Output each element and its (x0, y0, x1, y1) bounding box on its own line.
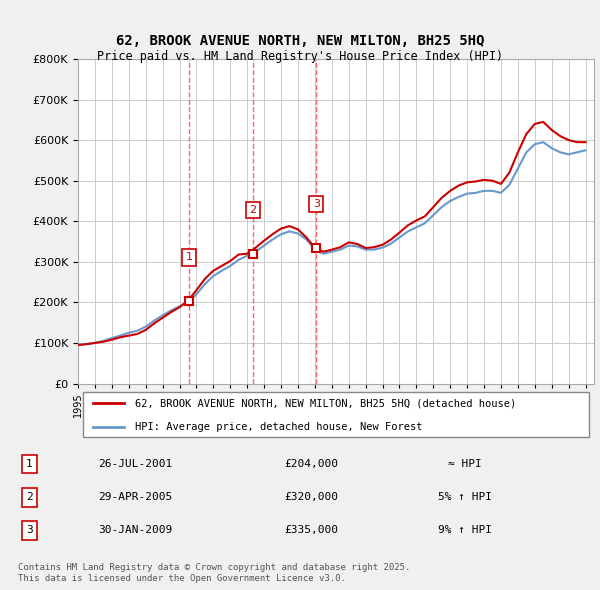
Text: 1: 1 (185, 252, 193, 262)
Text: £335,000: £335,000 (285, 525, 339, 535)
Text: 5% ↑ HPI: 5% ↑ HPI (437, 492, 491, 502)
Text: £320,000: £320,000 (285, 492, 339, 502)
Text: ≈ HPI: ≈ HPI (448, 459, 482, 469)
Text: Contains HM Land Registry data © Crown copyright and database right 2025.
This d: Contains HM Land Registry data © Crown c… (18, 563, 410, 582)
Text: Price paid vs. HM Land Registry's House Price Index (HPI): Price paid vs. HM Land Registry's House … (97, 50, 503, 63)
Text: 9% ↑ HPI: 9% ↑ HPI (437, 525, 491, 535)
Text: 3: 3 (26, 525, 33, 535)
Text: 1: 1 (26, 459, 33, 469)
Text: 62, BROOK AVENUE NORTH, NEW MILTON, BH25 5HQ: 62, BROOK AVENUE NORTH, NEW MILTON, BH25… (116, 34, 484, 48)
Text: HPI: Average price, detached house, New Forest: HPI: Average price, detached house, New … (135, 422, 422, 432)
Text: 29-APR-2005: 29-APR-2005 (98, 492, 172, 502)
Text: 2: 2 (26, 492, 33, 502)
Text: 26-JUL-2001: 26-JUL-2001 (98, 459, 172, 469)
FancyBboxPatch shape (83, 392, 589, 437)
Text: 3: 3 (313, 199, 320, 209)
Text: 2: 2 (249, 205, 256, 215)
Text: 62, BROOK AVENUE NORTH, NEW MILTON, BH25 5HQ (detached house): 62, BROOK AVENUE NORTH, NEW MILTON, BH25… (135, 398, 516, 408)
Text: 30-JAN-2009: 30-JAN-2009 (98, 525, 172, 535)
Text: £204,000: £204,000 (285, 459, 339, 469)
